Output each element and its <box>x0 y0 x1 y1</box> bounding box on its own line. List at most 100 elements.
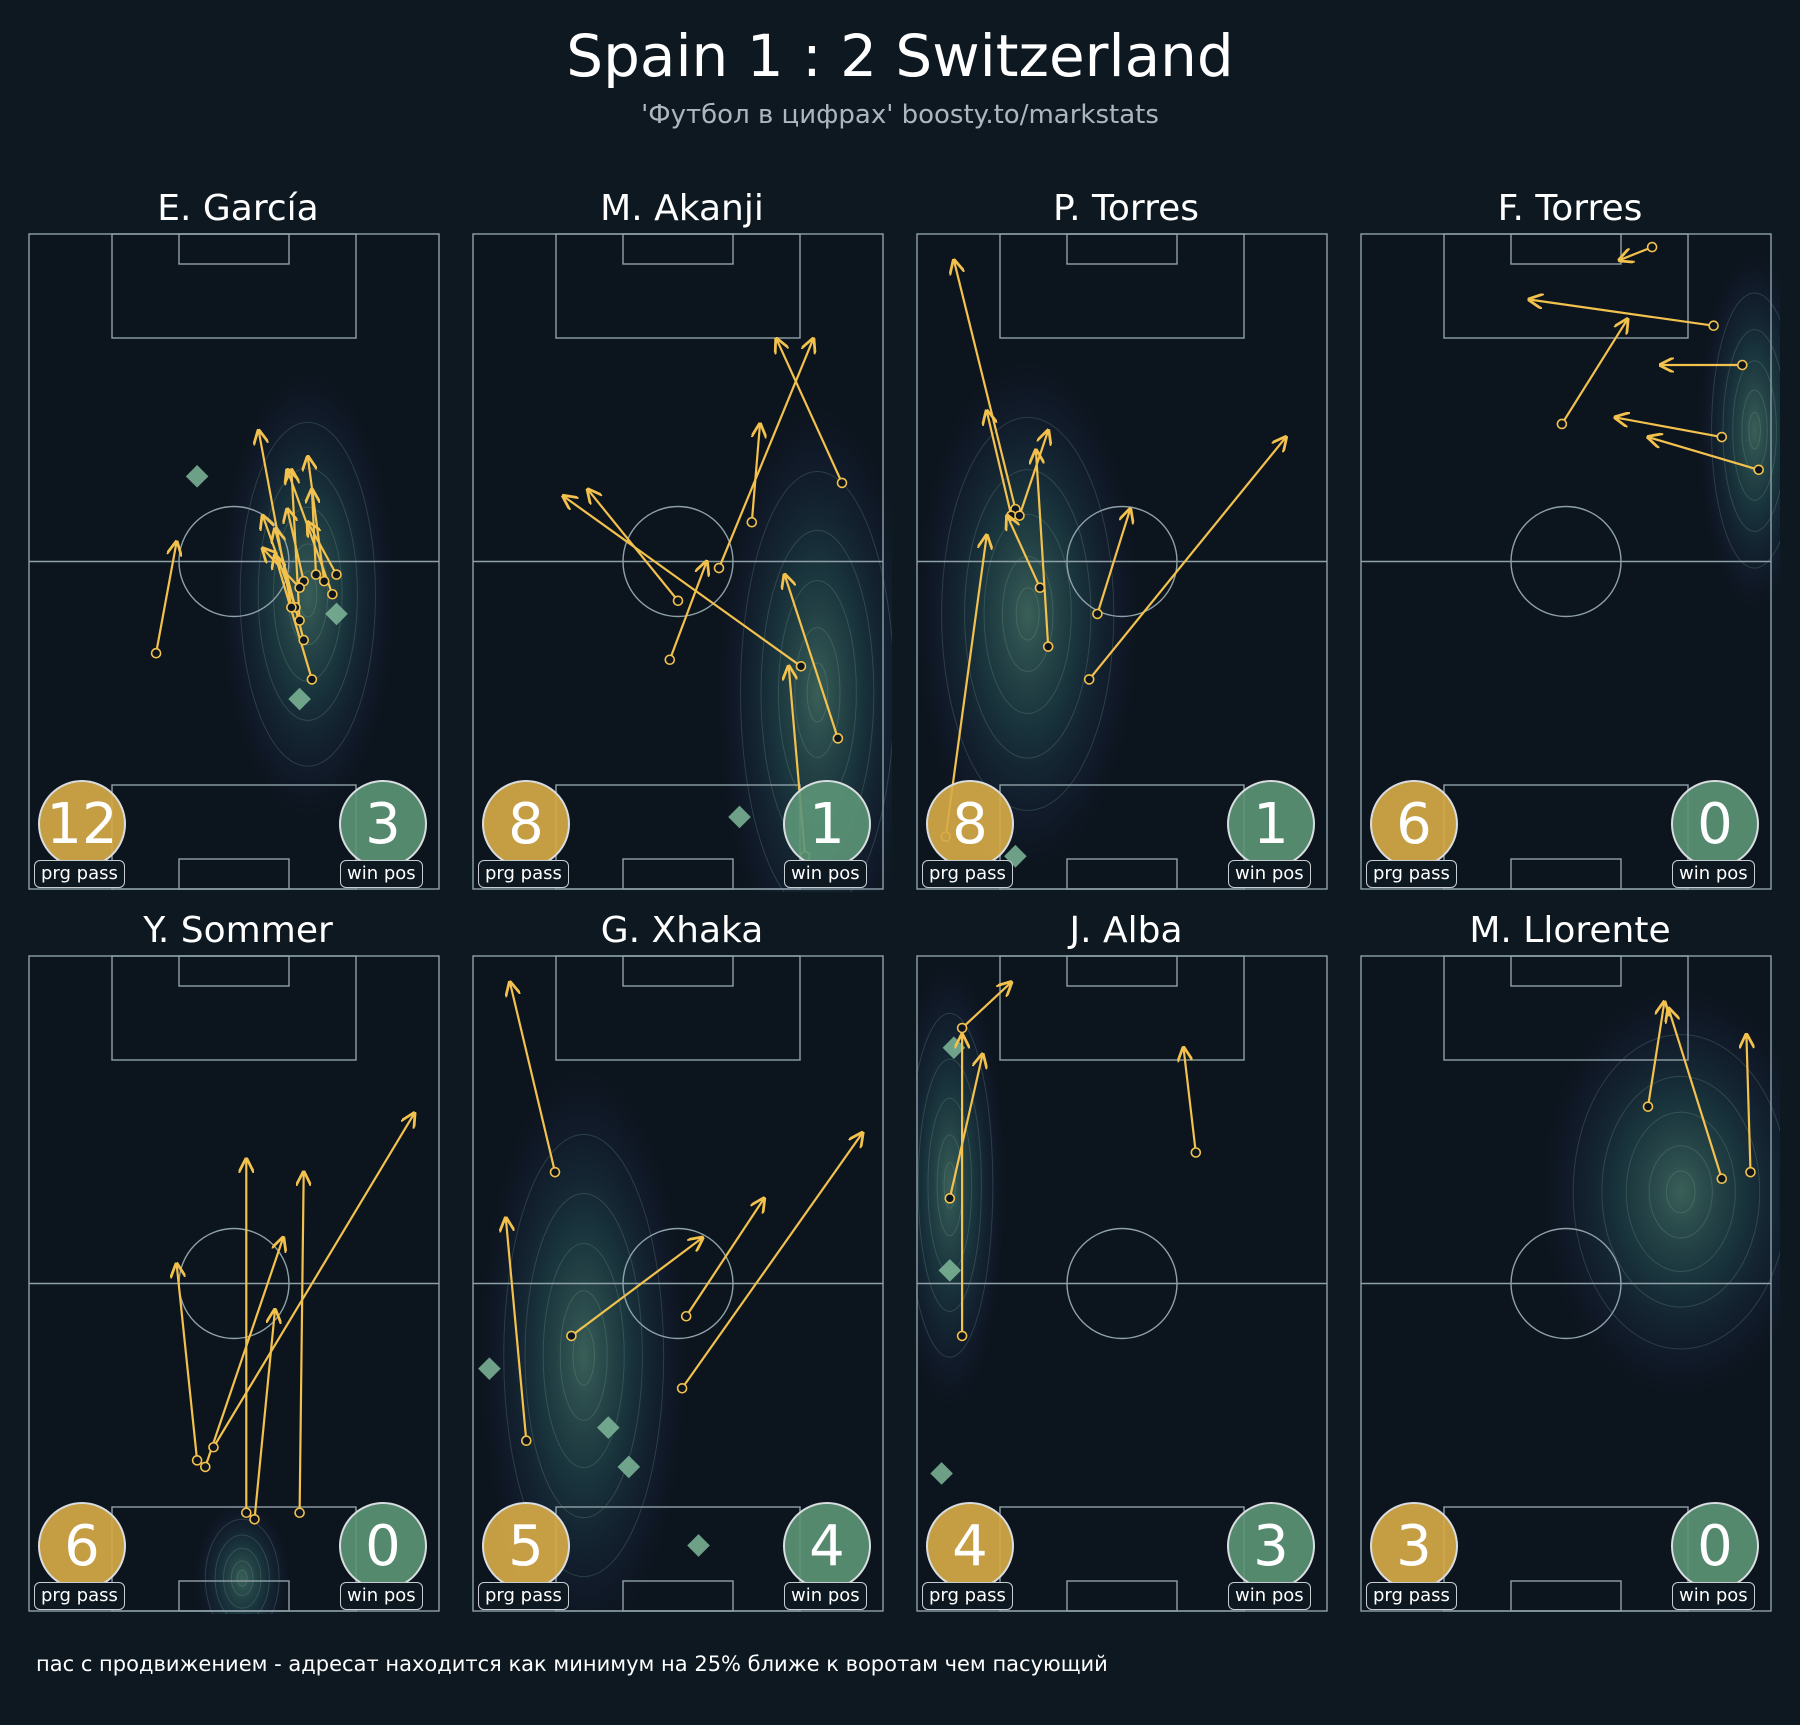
density-area <box>193 1499 292 1614</box>
pass-origin <box>331 569 342 580</box>
pass-origin <box>241 1507 252 1519</box>
density-contour <box>1648 1145 1713 1239</box>
density-area <box>477 1060 691 1614</box>
pass-origin <box>249 1513 260 1525</box>
pass-arrow <box>948 1054 983 1199</box>
win-pos-label: win pos <box>1228 1582 1311 1610</box>
page-title: Spain 1 : 2 Switzerland <box>566 22 1234 90</box>
six-yard-box-top <box>1066 233 1178 265</box>
win-pos-count-badge: 4 <box>783 1502 871 1590</box>
pass-arrow <box>1746 1035 1750 1173</box>
prg-pass-count-badge: 6 <box>1370 780 1458 868</box>
win-pos-marker <box>930 1462 953 1485</box>
pass-arrow <box>776 339 844 484</box>
win-pos-count-badge: 0 <box>1671 1502 1759 1590</box>
pass-arrow <box>987 411 1013 516</box>
density-contour <box>1722 329 1780 532</box>
prg-pass-label: prg pass <box>478 860 569 888</box>
six-yard-box-bottom <box>1510 858 1622 890</box>
density-contour <box>542 1243 625 1469</box>
six-yard-box-top <box>622 233 734 265</box>
player-name: J. Alba <box>1069 910 1183 951</box>
density-contour <box>943 1161 957 1209</box>
six-yard-box-top <box>622 955 734 987</box>
pass-origin <box>1745 1166 1756 1178</box>
density-contour <box>230 1560 254 1597</box>
density-contour <box>1001 555 1054 673</box>
density-contour <box>740 471 892 892</box>
win-pos-marker <box>325 602 348 626</box>
pass-origin <box>310 569 322 580</box>
six-yard-box-bottom <box>622 1580 734 1612</box>
player-panel: E. García 12 3 prg pass win pos <box>28 188 448 890</box>
pass-arrow <box>750 424 760 523</box>
pass-arrow <box>717 339 813 569</box>
pass-origin <box>1646 241 1658 253</box>
density-contour <box>1625 1111 1736 1272</box>
density-contour <box>983 513 1072 714</box>
pass-origin <box>1190 1147 1202 1158</box>
density-area <box>217 365 398 824</box>
pass-arrow <box>308 457 326 582</box>
prg-pass-label: prg pass <box>1366 860 1457 888</box>
player-panel: Y. Sommer 6 0 prg pass win pos <box>28 910 448 1614</box>
pass-arrow <box>1184 1048 1197 1153</box>
pass-arrow <box>1036 450 1050 647</box>
density-contour <box>503 1133 665 1578</box>
density-area <box>916 351 1143 876</box>
pass-arrow <box>1096 509 1130 615</box>
win-pos-marker <box>288 687 311 711</box>
pass-origin <box>294 615 305 626</box>
prg-pass-count-badge: 4 <box>926 1502 1014 1590</box>
pass-origin <box>1034 582 1046 594</box>
win-pos-count-badge: 0 <box>339 1502 427 1590</box>
player-panel: J. Alba 4 3 prg pass win pos <box>916 910 1336 1612</box>
prg-pass-count-badge: 5 <box>482 1502 570 1590</box>
prg-pass-label: prg pass <box>922 1582 1013 1610</box>
prg-pass-label: prg pass <box>1366 1582 1457 1610</box>
win-pos-marker <box>728 805 751 829</box>
centre-circle <box>1510 1227 1622 1340</box>
prg-pass-count-badge: 3 <box>1370 1502 1458 1590</box>
density-contour <box>204 1518 280 1614</box>
win-pos-label: win pos <box>784 860 867 888</box>
six-yard-box-bottom <box>1510 1580 1622 1612</box>
pass-origin <box>836 477 848 489</box>
density-contour <box>214 1534 270 1614</box>
pass-origin <box>566 1330 577 1342</box>
win-pos-label: win pos <box>340 860 423 888</box>
pass-arrow <box>177 1264 199 1461</box>
prg-pass-label: prg pass <box>922 860 1013 888</box>
pass-arrow <box>1560 319 1628 425</box>
pitch-plot <box>916 955 1328 1612</box>
win-pos-count-badge: 1 <box>783 780 871 868</box>
pass-origin <box>1556 418 1568 430</box>
pass-arrow <box>510 982 557 1173</box>
pitch-plot <box>916 233 1328 890</box>
prg-pass-count-badge: 8 <box>926 780 1014 868</box>
pass-origin <box>832 733 844 744</box>
pitch-plot <box>472 955 884 1614</box>
pitch-plot <box>28 233 440 890</box>
pass-origin <box>1708 320 1719 331</box>
win-pos-label: win pos <box>1672 860 1755 888</box>
player-panel: G. Xhaka 5 4 prg pass win pos <box>472 910 892 1614</box>
pass-origin <box>150 647 162 659</box>
pass-origin <box>672 595 684 607</box>
density-contour <box>917 1058 982 1312</box>
win-pos-label: win pos <box>1228 860 1311 888</box>
density-contour <box>236 1569 248 1587</box>
pass-origin <box>1736 359 1748 371</box>
pass-origin <box>298 634 310 646</box>
player-name: E. García <box>157 188 319 229</box>
pass-arrow <box>1529 300 1714 327</box>
pass-origin <box>746 516 758 528</box>
pass-origin <box>1716 431 1728 443</box>
player-name: G. Xhaka <box>600 910 764 951</box>
pass-origin <box>664 654 676 666</box>
density-contour <box>1015 587 1040 641</box>
centre-circle <box>622 1227 734 1340</box>
centre-circle <box>178 505 290 618</box>
player-panel: F. Torres 6 0 prg pass win pos <box>1360 188 1780 890</box>
prg-pass-label: prg pass <box>34 1582 125 1610</box>
